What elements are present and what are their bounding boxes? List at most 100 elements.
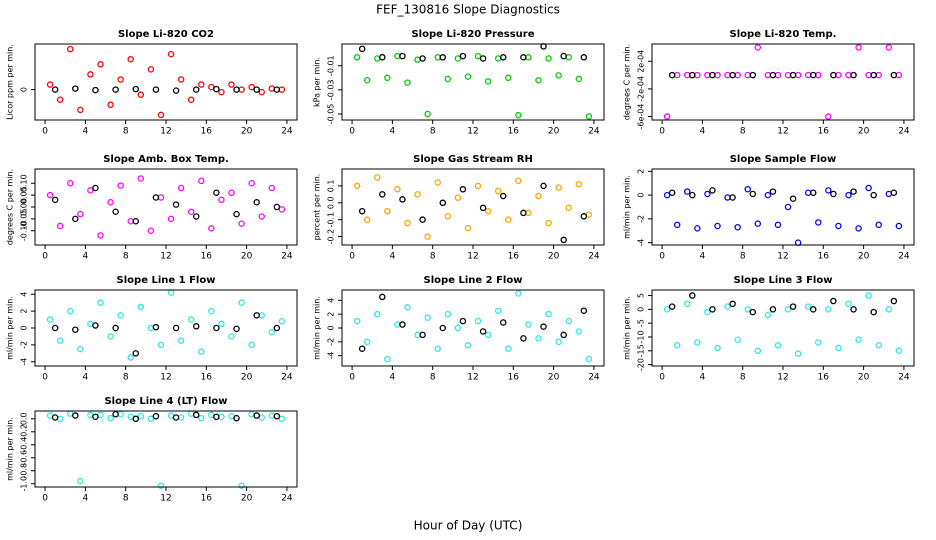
x-tick-label: 4	[83, 252, 89, 262]
point	[499, 319, 507, 326]
y-axis-label: ml/min per min.	[623, 175, 632, 239]
x-tick-label: 24	[281, 373, 293, 383]
point	[278, 206, 286, 213]
plot-frame	[34, 410, 298, 488]
point	[694, 339, 701, 346]
y-axis-label: degrees C per min.	[6, 169, 15, 245]
point	[253, 412, 260, 419]
x-tick-label: 20	[548, 127, 560, 137]
y-tick-label: 0.0	[20, 412, 29, 425]
point	[464, 342, 472, 349]
point	[784, 203, 792, 211]
y-tick-label: -0.2	[20, 424, 29, 440]
point	[157, 341, 165, 349]
point	[494, 187, 502, 195]
y-tick-label: -0.01	[327, 55, 336, 76]
y-tick-label: -2	[327, 338, 336, 346]
point	[565, 317, 572, 325]
point	[233, 325, 240, 333]
point	[253, 312, 260, 319]
x-tick-label: 12	[467, 252, 478, 262]
x-tick-label: 0	[659, 373, 665, 383]
x-axis-label: Hour of Day (UTC)	[414, 519, 523, 533]
x-tick-label: 4	[83, 127, 89, 137]
point	[213, 324, 220, 332]
point	[273, 203, 281, 211]
y-tick-label: -0.05	[20, 209, 29, 230]
point	[734, 223, 741, 231]
point	[278, 415, 286, 423]
point	[575, 328, 583, 335]
point	[484, 331, 492, 339]
point	[505, 345, 512, 352]
point	[668, 71, 676, 79]
point	[709, 187, 716, 194]
point	[394, 186, 401, 193]
point	[238, 220, 245, 227]
point	[749, 308, 757, 316]
point	[585, 113, 593, 120]
y-tick-label: 0	[637, 307, 646, 312]
point	[137, 303, 145, 311]
point	[87, 71, 94, 78]
point	[248, 179, 255, 187]
point	[172, 201, 180, 208]
point	[689, 292, 696, 299]
point	[228, 81, 235, 88]
point	[585, 355, 593, 363]
point	[459, 186, 467, 193]
point	[525, 321, 532, 328]
point	[689, 71, 696, 79]
x-tick-label: 16	[508, 127, 520, 137]
point	[825, 306, 832, 313]
point	[268, 412, 276, 419]
point	[754, 220, 762, 227]
point	[515, 177, 522, 185]
x-tick-label: 4	[390, 252, 396, 262]
point	[157, 482, 165, 489]
x-tick-label: 4	[700, 127, 706, 137]
point	[499, 54, 507, 61]
point	[404, 219, 411, 227]
x-tick-label: 4	[700, 373, 706, 383]
point	[208, 307, 215, 315]
point	[545, 55, 552, 62]
x-tick-label: 0	[42, 252, 48, 262]
y-tick-label: 2e-04	[637, 50, 646, 73]
point	[474, 182, 482, 190]
point	[56, 222, 64, 230]
point	[724, 303, 731, 310]
point	[830, 297, 837, 305]
point	[107, 414, 114, 422]
point	[789, 71, 797, 79]
x-tick-label: 0	[349, 373, 355, 383]
point	[363, 76, 371, 84]
plot-frame	[34, 289, 298, 367]
point	[865, 292, 872, 299]
y-axis-label: ml/min per min.	[6, 417, 15, 481]
point	[152, 194, 160, 201]
point	[228, 333, 235, 340]
point	[147, 415, 155, 423]
panel-title: Slope Sample Flow	[730, 154, 837, 165]
point	[213, 85, 220, 93]
point	[192, 86, 200, 93]
panel-title: Slope Line 3 Flow	[734, 275, 833, 286]
point	[875, 342, 882, 349]
point	[187, 208, 195, 215]
y-tick-label: 0.1	[327, 180, 336, 193]
x-tick-label: 0	[42, 373, 48, 383]
point	[77, 106, 84, 114]
plot-frame	[341, 43, 605, 121]
point	[689, 191, 696, 199]
y-tick-label: -0.8	[20, 463, 29, 479]
point	[97, 232, 104, 239]
x-tick-label: 12	[160, 252, 171, 262]
point	[152, 412, 160, 420]
x-tick-label: 0	[659, 252, 665, 262]
point	[399, 52, 406, 60]
point	[137, 412, 145, 420]
x-tick-label: 20	[241, 373, 253, 383]
y-tick-label: -0.4	[20, 437, 29, 453]
point	[117, 182, 124, 189]
